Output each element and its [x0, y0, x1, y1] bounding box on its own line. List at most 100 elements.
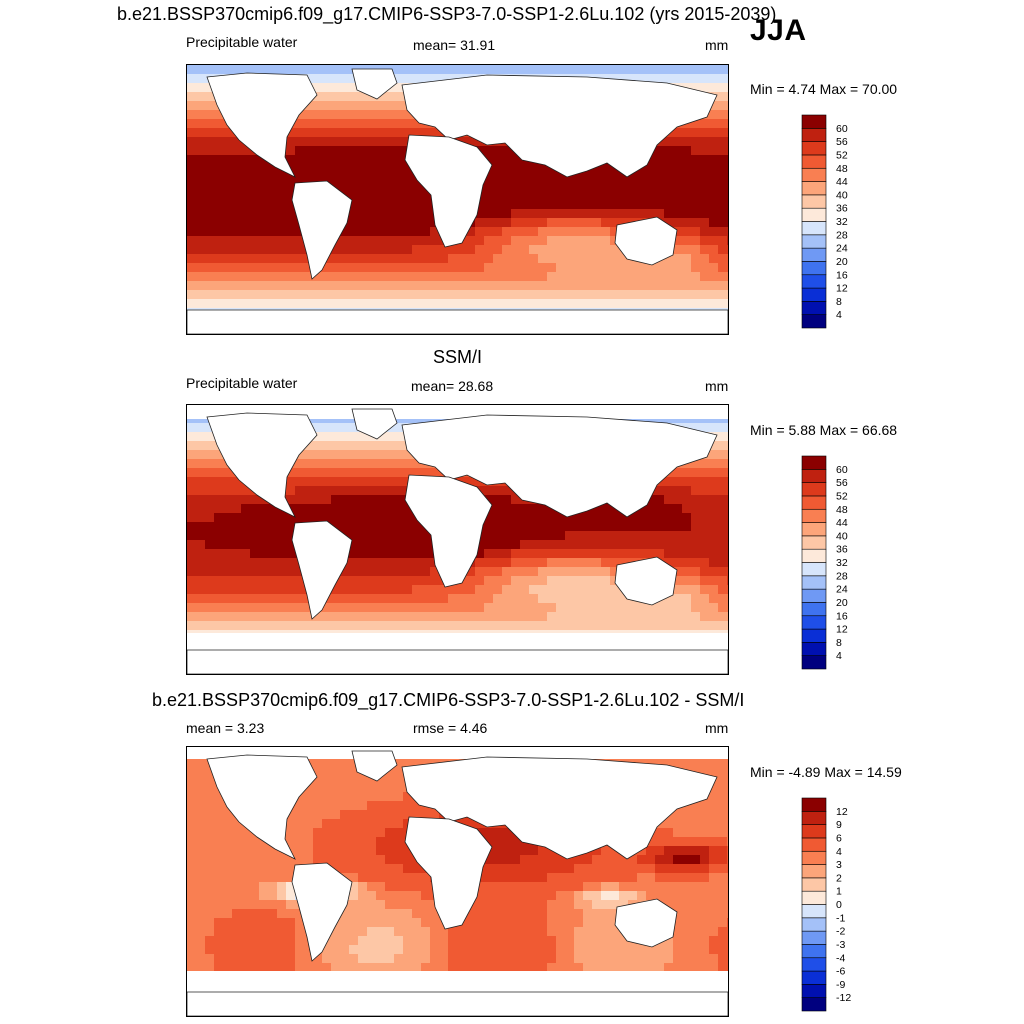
- colorbar-swatch: [801, 797, 827, 812]
- colorbar-tick-label: 40: [836, 530, 848, 542]
- mean-label-model: mean= 31.91: [413, 37, 496, 53]
- colorbar-tick-label: 56: [836, 477, 848, 489]
- missing-data-mask: [187, 405, 728, 419]
- colorbar-swatch: [801, 642, 827, 656]
- panel-title-obs: SSM/I: [433, 347, 483, 367]
- colorbar-tick-label: 2: [836, 872, 842, 884]
- colorbar-tick-label: -3: [836, 939, 845, 951]
- land-mass: [206, 72, 318, 178]
- land-mass: [404, 816, 493, 930]
- land-mass: [614, 216, 678, 266]
- colorbar-tick-label: -12: [836, 992, 851, 1004]
- colorbar-tick-label: 24: [836, 243, 848, 255]
- map-panel-obs: [186, 404, 729, 675]
- colorbar-tick-label: 32: [836, 216, 848, 228]
- colorbar-tick-label: 8: [836, 296, 842, 308]
- land-mass: [401, 414, 718, 518]
- colorbar-swatch: [801, 864, 827, 879]
- colorbar-tick-label: 32: [836, 557, 848, 569]
- land-mass: [614, 898, 678, 948]
- colorbar-tick-label: 28: [836, 570, 848, 582]
- colorbar-swatch: [801, 167, 827, 182]
- land-mass: [206, 412, 318, 518]
- colorbar-swatch: [801, 301, 827, 315]
- colorbar-swatch: [801, 154, 827, 169]
- colorbar-swatch: [801, 997, 827, 1012]
- colorbar-tick-label: 12: [836, 283, 848, 295]
- colorbar-swatch: [801, 181, 827, 196]
- rmse-label-diff: rmse = 4.46: [413, 720, 488, 736]
- colorbar-tick-label: 4: [836, 309, 842, 321]
- colorbar-tick-label: 24: [836, 584, 848, 596]
- colorbar-swatch: [801, 602, 827, 617]
- land-mass: [351, 408, 398, 440]
- land-mass: [401, 74, 718, 178]
- land-mass: [351, 68, 398, 100]
- colorbar-swatch: [801, 247, 827, 262]
- colorbar-tick-label: 40: [836, 189, 848, 201]
- colorbar-swatch: [801, 615, 827, 630]
- colorbar-swatch: [801, 482, 827, 497]
- colorbar-obs: 4 8 12 16 20 24 28 32 36 40 44 48 52 56 60: [801, 455, 862, 671]
- colorbar-swatch: [801, 128, 827, 142]
- colorbar-tick-label: 28: [836, 229, 848, 241]
- colorbar-tick-label: -1: [836, 912, 845, 924]
- colorbar-swatch: [801, 221, 827, 236]
- colorbar-tick-label: 20: [836, 597, 848, 609]
- panel-title-diff: b.e21.BSSP370cmip6.f09_g17.CMIP6-SSP3-7.…: [152, 690, 745, 710]
- colorbar-swatch: [801, 287, 827, 302]
- colorbar-tick-label: -6: [836, 966, 845, 978]
- land-mass: [206, 754, 318, 860]
- colorbar-swatch: [801, 655, 827, 670]
- colorbar-tick-label: -9: [836, 979, 845, 991]
- colorbar-swatch: [801, 535, 827, 550]
- units-label-model: mm: [705, 37, 729, 53]
- colorbar-swatch: [801, 194, 827, 209]
- colorbar-swatch: [801, 314, 827, 329]
- colorbar-tick-label: 16: [836, 610, 848, 622]
- colorbar-swatch: [801, 588, 827, 603]
- land-mass: [404, 474, 493, 588]
- colorbar-swatch: [801, 455, 827, 470]
- land-mass: [291, 520, 353, 620]
- minmax-label-diff: Min = -4.89 Max = 14.59: [750, 764, 902, 780]
- colorbar-swatch: [801, 850, 827, 865]
- colorbar-tick-label: 3: [836, 859, 842, 871]
- colorbar-tick-label: 60: [836, 123, 848, 135]
- colorbar-tick-label: 0: [836, 899, 842, 911]
- minmax-label-model: Min = 4.74 Max = 70.00: [750, 81, 898, 97]
- land-mass: [187, 649, 728, 674]
- colorbar-swatch: [801, 904, 827, 919]
- colorbar-tick-label: -2: [836, 926, 845, 938]
- colorbar-swatch: [801, 890, 827, 905]
- colorbar-tick-label: 9: [836, 819, 842, 831]
- land-mass: [291, 862, 353, 962]
- coastlines: [187, 408, 728, 674]
- colorbar-tick-label: 44: [836, 517, 848, 529]
- colorbar-tick-label: 52: [836, 490, 848, 502]
- mean-label-obs: mean= 28.68: [411, 378, 494, 394]
- land-mass: [614, 556, 678, 606]
- colorbar-tick-label: 48: [836, 504, 848, 516]
- mean-label-diff: mean = 3.23: [186, 720, 265, 736]
- colorbar-tick-label: 16: [836, 269, 848, 281]
- colorbar-swatch: [801, 628, 827, 643]
- colorbar-tick-label: -4: [836, 952, 845, 964]
- colorbar-swatch: [801, 837, 827, 852]
- colorbar-swatch: [801, 114, 827, 129]
- colorbar-swatch: [801, 234, 827, 249]
- colorbar-tick-label: 36: [836, 544, 848, 556]
- colorbar-swatch: [801, 824, 827, 839]
- variable-label-obs: Precipitable water: [186, 375, 298, 391]
- colorbar-tick-label: 52: [836, 149, 848, 161]
- colorbar-model: 4 8 12 16 20 24 28 32 36 40 44 48 52 56 60: [801, 114, 862, 330]
- map-panel-diff: [186, 746, 729, 1017]
- missing-data-mask: [187, 747, 728, 759]
- colorbar-tick-label: 44: [836, 176, 848, 188]
- land-mass: [187, 309, 728, 334]
- colorbar-tick-label: 60: [836, 464, 848, 476]
- colorbar-tick-label: 36: [836, 203, 848, 215]
- minmax-label-obs: Min = 5.88 Max = 66.68: [750, 422, 898, 438]
- colorbar-tick-label: 4: [836, 846, 842, 858]
- colorbar-tick-label: 12: [836, 624, 848, 636]
